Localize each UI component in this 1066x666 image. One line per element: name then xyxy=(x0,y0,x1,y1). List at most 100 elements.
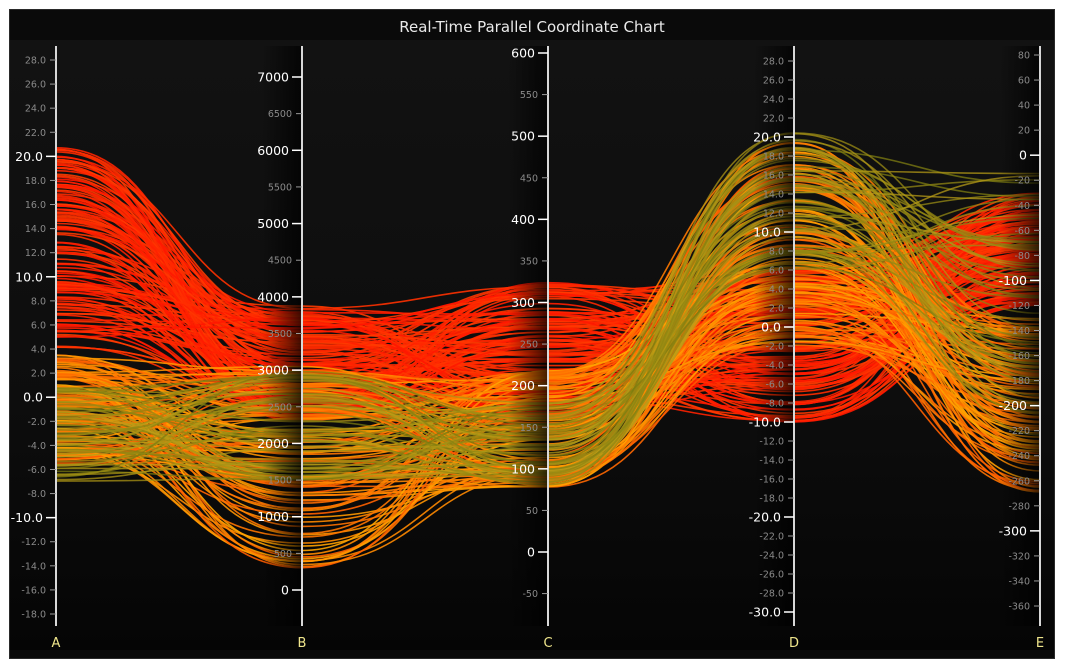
series-line xyxy=(55,201,1041,477)
minor-tick-label: -8.0 xyxy=(765,399,784,410)
series-line xyxy=(55,188,1041,486)
series-line xyxy=(55,132,1041,480)
minor-tick-label: -18.0 xyxy=(759,494,784,505)
minor-tick-label: -4.0 xyxy=(27,441,46,452)
series-line xyxy=(55,205,1041,455)
series-line xyxy=(55,170,1041,474)
minor-tick-label: 12.0 xyxy=(25,248,46,259)
axis-name-label: C xyxy=(543,636,552,651)
minor-tick-label: -22.0 xyxy=(759,532,784,543)
minor-tick-label: 6.0 xyxy=(769,266,784,277)
series-line xyxy=(55,191,1041,458)
minor-tick-label: 18.0 xyxy=(25,176,46,187)
minor-tick-label: -12.0 xyxy=(21,537,46,548)
minor-tick-label: -2.0 xyxy=(27,417,46,428)
minor-tick-label: -40 xyxy=(1014,201,1030,212)
axis-name-label: D xyxy=(789,636,799,651)
series-line xyxy=(55,277,1041,414)
major-tick-label: -100 xyxy=(999,273,1027,288)
minor-tick-label: 3500 xyxy=(268,329,292,340)
major-tick-label: -30.0 xyxy=(749,605,781,620)
minor-tick-label: 6.0 xyxy=(31,320,46,331)
minor-tick-label: -120 xyxy=(1008,301,1030,312)
series-line xyxy=(55,169,1041,446)
axis-name-label: E xyxy=(1036,636,1044,651)
minor-tick-label: -340 xyxy=(1008,576,1030,587)
minor-tick-label: 22.0 xyxy=(763,114,784,125)
parallel-coordinate-chart: 28.0 26.0 24.0 22.0 18.0 16.0 14.0 12.0 8.0 6.0 4.… xyxy=(10,40,1054,652)
minor-tick-label: 26.0 xyxy=(763,76,784,87)
axis-D: 28.0 26.0 24.0 22.0 18.0 16.0 14.0 12.0 8.0 6.0 4.… xyxy=(749,46,799,651)
axis-shade xyxy=(1000,46,1040,626)
major-tick-label: 0 xyxy=(281,583,289,598)
major-tick-label: 7000 xyxy=(257,70,289,85)
axis-shade xyxy=(262,46,302,626)
minor-tick-label: 250 xyxy=(520,340,538,351)
minor-tick-label: -260 xyxy=(1008,476,1030,487)
minor-tick-label: -4.0 xyxy=(765,361,784,372)
major-tick-label: 0.0 xyxy=(761,320,781,335)
minor-tick-label: 14.0 xyxy=(25,224,46,235)
axis-shade xyxy=(754,46,794,626)
major-tick-label: -20.0 xyxy=(749,510,781,525)
minor-tick-label: -16.0 xyxy=(759,475,784,486)
minor-tick-label: 50 xyxy=(526,506,538,517)
major-tick-label: 2000 xyxy=(257,436,289,451)
axis-E: 80 60 40 20 -20 -40 -60 -80 -120 -140 -160 -180 -220… xyxy=(999,46,1044,651)
major-tick-label: -10.0 xyxy=(11,510,43,525)
major-tick-label: 6000 xyxy=(257,143,289,158)
major-tick-label: 3000 xyxy=(257,363,289,378)
major-tick-label: 1000 xyxy=(257,509,289,524)
major-tick-label: 20.0 xyxy=(753,130,781,145)
minor-tick-label: 8.0 xyxy=(31,296,46,307)
minor-tick-label: 1500 xyxy=(268,476,292,487)
minor-tick-label: -60 xyxy=(1014,226,1030,237)
minor-tick-label: -360 xyxy=(1008,602,1030,613)
axis-name-label: A xyxy=(52,636,61,651)
series-line xyxy=(55,177,1041,470)
minor-tick-label: 18.0 xyxy=(763,152,784,163)
minor-tick-label: 28.0 xyxy=(763,57,784,68)
minor-tick-label: -16.0 xyxy=(21,585,46,596)
axis-C: 550 450 350 250 150 50 -50 600 500 400 300 200 100 0 C xyxy=(511,46,552,652)
major-tick-label: 0.0 xyxy=(23,390,43,405)
series-line xyxy=(55,139,1041,480)
series-line xyxy=(55,198,1041,480)
minor-tick-label: -6.0 xyxy=(765,380,784,391)
minor-tick-label: 350 xyxy=(520,256,538,267)
major-tick-label: 10.0 xyxy=(15,269,43,284)
minor-tick-label: -320 xyxy=(1008,551,1030,562)
axis-B: 6500 5500 4500 3500 2500 1500 500 7000 6000 5000 4… xyxy=(257,46,306,651)
minor-tick-label: 2.0 xyxy=(769,304,784,315)
minor-tick-label: -24.0 xyxy=(759,551,784,562)
minor-tick-label: -2.0 xyxy=(765,342,784,353)
major-tick-label: 600 xyxy=(511,46,535,61)
minor-tick-label: -280 xyxy=(1008,501,1030,512)
minor-tick-label: -140 xyxy=(1008,326,1030,337)
minor-tick-label: 20 xyxy=(1018,126,1030,137)
series-line xyxy=(55,249,1041,440)
major-tick-label: 300 xyxy=(511,295,535,310)
minor-tick-label: -12.0 xyxy=(759,437,784,448)
minor-tick-label: 4.0 xyxy=(31,345,46,356)
minor-tick-label: -80 xyxy=(1014,251,1030,262)
minor-tick-label: 22.0 xyxy=(25,128,46,139)
series-line xyxy=(55,146,1041,476)
axis-A: 28.0 26.0 24.0 22.0 18.0 16.0 14.0 12.0 8.0 6.0 4.… xyxy=(11,46,61,651)
major-tick-label: -200 xyxy=(999,398,1027,413)
minor-tick-label: -180 xyxy=(1008,376,1030,387)
axes: 28.0 26.0 24.0 22.0 18.0 16.0 14.0 12.0 8.0 6.0 4.… xyxy=(11,46,1044,652)
minor-tick-label: -26.0 xyxy=(759,570,784,581)
minor-tick-label: 4500 xyxy=(268,256,292,267)
major-tick-label: 400 xyxy=(511,212,535,227)
major-tick-label: 100 xyxy=(511,461,535,476)
minor-tick-label: 28.0 xyxy=(25,56,46,67)
minor-tick-label: 500 xyxy=(274,549,292,560)
minor-tick-label: 450 xyxy=(520,173,538,184)
series-line xyxy=(55,138,1041,463)
minor-tick-label: -18.0 xyxy=(21,610,46,621)
minor-tick-label: 16.0 xyxy=(25,200,46,211)
major-tick-label: 500 xyxy=(511,129,535,144)
series-line xyxy=(55,282,1041,411)
minor-tick-label: -50 xyxy=(522,589,538,600)
